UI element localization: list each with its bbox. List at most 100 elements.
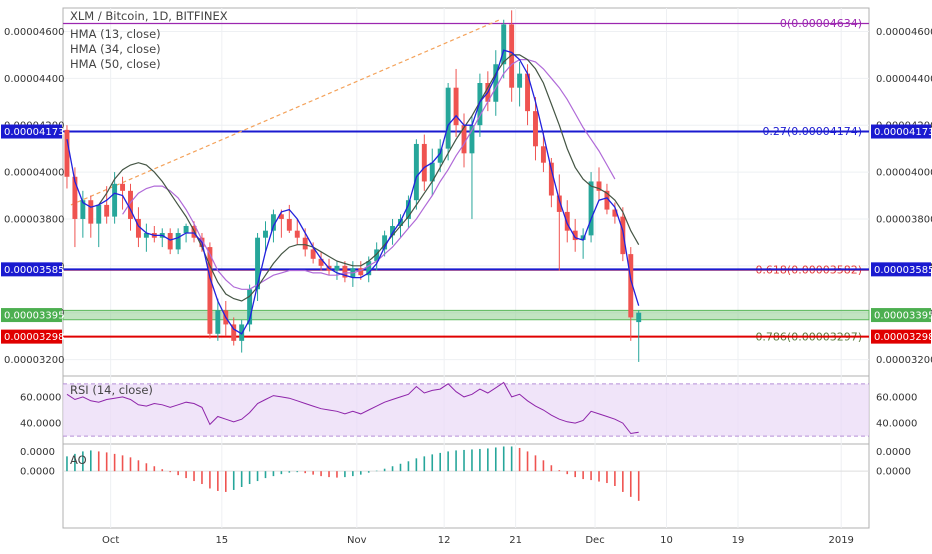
candle-body: [477, 83, 483, 126]
price-tag-right: [871, 124, 931, 139]
rsi-tick-right: 40.0000: [876, 419, 917, 430]
candle-body: [525, 73, 531, 112]
candle-body: [501, 24, 507, 65]
zones: [62, 309, 870, 321]
candle-body: [270, 214, 276, 231]
candle-body: [128, 190, 133, 219]
y-tick-label-left: 0.00003800: [4, 214, 64, 225]
candle-body: [604, 190, 610, 210]
price-tag-right-text: 0.00004173: [874, 127, 932, 138]
candle-body: [302, 237, 308, 250]
candle-body: [540, 146, 546, 163]
support-zone: [62, 309, 870, 321]
candle-body: [413, 143, 419, 201]
candle-body: [175, 233, 181, 250]
candle-body: [572, 230, 578, 241]
y-tick-label-left: 0.00004000: [4, 168, 64, 179]
x-tick-label: 2019: [828, 535, 853, 546]
y-tick-label-left: 0.00004600: [4, 27, 64, 38]
zone-tag-right-text: 0.00003395: [874, 311, 932, 322]
hma50-line: [122, 59, 616, 290]
candle-body: [374, 249, 380, 262]
x-tick-label: 10: [660, 535, 673, 546]
legend-hma34: HMA (34, close): [70, 42, 161, 56]
price-tag-left: [1, 124, 62, 139]
candle-body: [263, 230, 268, 238]
candle-body: [143, 233, 149, 238]
candle-body: [72, 176, 78, 219]
candle-body: [390, 225, 396, 236]
candle-body: [548, 162, 554, 196]
candle-body: [318, 258, 324, 266]
candle-body: [310, 249, 316, 259]
candle-body: [469, 125, 475, 154]
rsi-line: [66, 381, 639, 435]
candle-body: [104, 204, 110, 217]
candle-body: [421, 143, 427, 182]
ao-tick-left: 0.0000: [20, 447, 55, 458]
price-tag-left: [1, 262, 62, 277]
candle-body: [231, 324, 237, 341]
axis-labels: Oct 15 Nov 12 21 Dec 10 19 2019 0.00003200 0.00003…: [4, 27, 932, 546]
candle-body: [445, 87, 451, 149]
rsi-legend: RSI (14, close): [70, 383, 153, 397]
x-tick-label: 15: [215, 535, 228, 546]
candle-body: [429, 162, 435, 182]
x-tick-label: 12: [438, 535, 451, 546]
zone-tag-left: [1, 308, 62, 323]
candle-body: [398, 218, 403, 226]
price-tag-right-text: 0.00003585: [874, 265, 932, 276]
x-tick-label: Nov: [347, 535, 367, 546]
price-tag-left-text: 0.00003298: [4, 332, 64, 343]
price-tag-left-text: 0.00003585: [4, 265, 64, 276]
candle-body: [493, 64, 499, 102]
ao-histogram: [63, 446, 869, 501]
candle-body: [564, 211, 570, 231]
candle-body: [247, 289, 253, 325]
price-tag-left: [1, 329, 62, 344]
candle-body: [358, 268, 364, 276]
candle-body: [96, 204, 102, 224]
candle-body: [580, 235, 586, 241]
candle-body: [286, 218, 292, 231]
candle-body: [596, 181, 602, 191]
candle-body: [509, 24, 515, 88]
x-tick-label: 19: [732, 535, 745, 546]
candle-body: [453, 87, 459, 126]
candle-body: [636, 312, 642, 323]
zone-tag-right: [871, 308, 931, 323]
candle-body: [461, 125, 467, 154]
rsi-band: [63, 383, 869, 437]
rsi-tick-right: 60.0000: [876, 392, 917, 403]
candle-body: [294, 230, 300, 238]
hma34-line: [98, 54, 640, 302]
rsi-tick-left: 40.0000: [20, 419, 61, 430]
main-panel-frame: [62, 7, 870, 377]
candle-body: [167, 233, 173, 250]
ao-panel-frame: [62, 443, 870, 529]
price-tag-left-text: 0.00004173: [4, 127, 64, 138]
candle-body: [342, 265, 348, 278]
y-tick-label-left: 0.00003200: [4, 355, 64, 366]
candle-body: [88, 200, 94, 224]
candle-body: [334, 265, 340, 271]
candle-body: [215, 310, 221, 334]
y-tick-label-right: 0.00003200: [876, 355, 932, 366]
candle-body: [437, 148, 443, 163]
candle-body: [517, 73, 523, 88]
hma-lines: [66, 49, 640, 335]
ao-tick-right: 0.0000: [876, 467, 911, 478]
candle-body: [588, 181, 594, 236]
grid: [63, 8, 869, 528]
candle-body: [207, 247, 213, 334]
y-tick-label-right: 0.00003800: [876, 214, 932, 225]
x-tick-label: 21: [509, 535, 522, 546]
candle-body: [382, 235, 388, 250]
chart-title: XLM / Bitcoin, 1D, BITFINEX: [70, 9, 228, 23]
candles[interactable]: [64, 10, 642, 362]
level-lines: 0(0.00004634)0.27(0.00004174)0.618(0.000…: [63, 17, 869, 343]
y-tick-label-left: 0.00004400: [4, 74, 64, 85]
candle-body: [628, 254, 634, 318]
